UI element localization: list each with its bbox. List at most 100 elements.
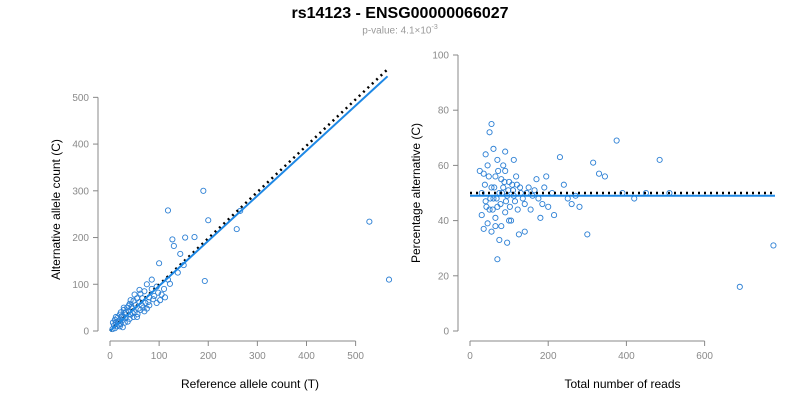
data-point	[201, 277, 208, 285]
data-point	[385, 276, 393, 283]
x-tick-label: 400	[618, 351, 635, 362]
data-point	[484, 220, 491, 227]
data-point	[483, 203, 490, 210]
data-point	[161, 294, 169, 301]
y-axis-label: Alternative allele count (C)	[49, 139, 63, 280]
data-point	[118, 312, 125, 320]
data-point	[112, 313, 119, 321]
chart-title: rs14123 - ENSG00000066027	[291, 5, 509, 22]
data-point	[157, 297, 164, 304]
data-point	[366, 218, 373, 225]
data-point	[498, 223, 505, 230]
data-point	[494, 156, 501, 163]
data-point	[160, 285, 168, 292]
data-point	[502, 148, 509, 155]
x-tick-label: 200	[540, 351, 557, 362]
data-point	[537, 214, 544, 221]
data-point	[488, 120, 495, 128]
x-tick-label: 200	[200, 351, 217, 362]
data-point	[492, 173, 499, 180]
data-point	[736, 283, 743, 290]
data-point	[506, 217, 513, 224]
data-point	[170, 242, 177, 249]
data-point	[491, 184, 498, 191]
y-tick-label: 20	[438, 271, 450, 282]
data-point	[502, 209, 509, 216]
data-point	[166, 280, 173, 287]
data-point	[517, 184, 524, 191]
data-point	[502, 167, 509, 174]
x-tick-label: 0	[467, 351, 473, 362]
data-point	[233, 226, 240, 233]
data-point	[148, 276, 155, 283]
data-point	[511, 198, 519, 205]
data-point	[130, 313, 137, 321]
data-point	[541, 184, 548, 191]
data-point	[484, 162, 491, 169]
panel-right: 0 200 400 600 0 20 40 60 80 100 Total number of re…	[409, 51, 777, 391]
data-point	[120, 304, 127, 311]
data-point	[153, 299, 160, 307]
data-point	[177, 250, 184, 257]
x-tick-label: 300	[249, 351, 266, 362]
data-point	[527, 206, 534, 213]
data-point	[136, 286, 143, 293]
data-point	[117, 309, 124, 316]
data-point	[601, 173, 608, 180]
y-tick-label: 40	[438, 216, 450, 227]
chart-subtitle: p-value: 4.1×10-3	[0, 24, 800, 36]
data-point	[131, 291, 138, 298]
y-tick-label: 400	[72, 140, 89, 151]
data-point	[770, 242, 777, 249]
y-axis-label: Percentage alternative (C)	[409, 123, 423, 263]
data-point	[584, 231, 591, 238]
data-point	[514, 206, 521, 213]
data-point	[119, 324, 126, 331]
y-tick-label: 100	[72, 280, 89, 291]
y-tick-label: 500	[72, 93, 89, 104]
data-point	[490, 145, 497, 152]
data-point	[543, 173, 550, 180]
data-point	[505, 187, 512, 194]
data-point	[127, 297, 134, 304]
data-point	[488, 184, 495, 191]
data-point	[531, 187, 538, 194]
data-point	[492, 214, 499, 221]
data-point	[613, 137, 620, 144]
subtitle-prefix: p-value: 4.1	[362, 25, 415, 37]
data-point	[545, 203, 552, 210]
data-point	[134, 311, 141, 318]
data-point	[486, 129, 493, 136]
data-point	[521, 200, 528, 208]
data-point	[478, 212, 485, 219]
data-point	[156, 260, 163, 267]
data-point	[656, 156, 663, 163]
subtitle-base: 10	[420, 25, 432, 37]
x-tick-label: 400	[298, 351, 315, 362]
data-point	[498, 176, 505, 183]
y-tick-label: 200	[72, 233, 89, 244]
y-tick-label: 0	[83, 327, 89, 338]
panel-left: 0 100 200 300 400 500 0 100 200 300 400 500 Referenc…	[49, 68, 393, 391]
data-point	[515, 231, 522, 238]
data-point	[497, 200, 504, 208]
y-tick-label: 100	[432, 51, 449, 62]
data-point	[525, 184, 532, 191]
fit-line	[109, 75, 389, 332]
subtitle-times: ×	[414, 25, 421, 37]
data-point	[551, 212, 558, 219]
data-point	[182, 234, 189, 241]
subtitle-exponent: -3	[431, 24, 438, 31]
data-point	[502, 198, 510, 205]
x-tick-label: 500	[347, 351, 364, 362]
data-point	[169, 236, 176, 243]
y-tick-label: 300	[72, 186, 89, 197]
data-point	[143, 281, 150, 288]
data-point	[151, 292, 158, 300]
data-point	[133, 313, 141, 321]
data-point	[510, 156, 517, 163]
data-point	[481, 181, 488, 188]
data-point	[205, 217, 212, 224]
